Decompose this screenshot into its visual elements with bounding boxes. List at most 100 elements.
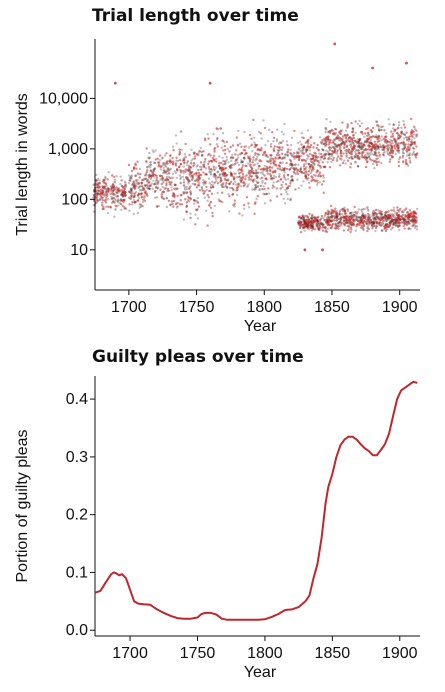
scatter-point <box>408 222 411 225</box>
scatter-point <box>226 179 229 182</box>
scatter-point <box>121 185 124 188</box>
scatter-point <box>221 172 224 175</box>
scatter-point <box>354 152 358 156</box>
scatter-point <box>355 142 358 145</box>
scatter-point <box>139 203 142 206</box>
scatter-point <box>185 201 188 204</box>
scatter-point <box>203 196 206 199</box>
scatter-point <box>348 136 351 139</box>
scatter-point <box>400 131 404 134</box>
scatter-point <box>223 177 226 181</box>
scatter-point <box>375 212 378 216</box>
scatter-point <box>160 174 164 178</box>
scatter-point <box>288 168 291 171</box>
scatter-point <box>146 178 149 181</box>
scatter-point <box>222 159 225 163</box>
scatter-point <box>204 209 208 212</box>
scatter-point <box>209 200 213 204</box>
scatter-point <box>384 138 387 141</box>
scatter-point <box>122 192 125 195</box>
scatter-point <box>390 154 393 157</box>
scatter-point <box>404 158 408 162</box>
scatter-point <box>299 230 303 234</box>
scatter-point <box>225 173 228 177</box>
scatter-point <box>353 156 357 159</box>
scatter-point <box>98 179 101 182</box>
scatter-point <box>265 160 269 163</box>
scatter-point <box>262 168 265 171</box>
scatter-point <box>278 156 282 159</box>
scatter-point <box>209 154 212 157</box>
scatter-point <box>104 201 108 204</box>
scatter-point <box>236 193 239 197</box>
scatter-point <box>210 159 213 163</box>
scatter-point <box>384 211 387 215</box>
scatter-point <box>334 223 338 226</box>
scatter-point <box>280 168 283 172</box>
scatter-point <box>334 224 337 227</box>
scatter-point <box>327 153 330 157</box>
scatter-point <box>107 205 110 208</box>
scatter-point <box>97 186 101 189</box>
scatter-point <box>324 152 327 155</box>
scatter-point <box>213 150 216 153</box>
scatter-point <box>340 129 344 132</box>
scatter-point <box>208 81 212 85</box>
scatter-point <box>371 126 375 130</box>
scatter-point <box>221 174 224 177</box>
scatter-point <box>363 135 366 138</box>
scatter-point <box>379 128 382 132</box>
scatter-point <box>123 191 127 195</box>
scatter-point <box>98 181 102 185</box>
scatter-point <box>409 144 412 147</box>
scatter-point <box>247 206 251 209</box>
scatter-point <box>260 176 264 179</box>
scatter-point <box>287 185 290 188</box>
scatter-point <box>171 145 175 148</box>
scatter-point <box>228 150 231 153</box>
scatter-point <box>355 148 358 152</box>
scatter-point <box>414 221 418 224</box>
scatter-point <box>231 193 234 196</box>
scatter-point <box>386 150 389 153</box>
scatter-point <box>178 148 181 151</box>
scatter-point <box>341 121 344 124</box>
scatter-point <box>345 214 348 217</box>
scatter-point <box>370 142 373 145</box>
scatter-point <box>138 206 141 209</box>
scatter-point <box>133 166 136 169</box>
scatter-point <box>311 225 314 228</box>
scatter-point <box>374 214 378 218</box>
scatter-point <box>156 205 159 208</box>
scatter-point <box>375 134 378 137</box>
scatter-point <box>291 163 294 166</box>
scatter-point <box>214 178 218 181</box>
scatter-point <box>233 205 236 208</box>
scatter-point <box>386 140 389 143</box>
scatter-point <box>269 153 272 157</box>
scatter-point <box>410 138 414 141</box>
scatter-point <box>297 187 300 190</box>
scatter-point <box>267 155 270 159</box>
scatter-point <box>148 187 151 190</box>
scatter-point <box>358 152 361 155</box>
scatter-point <box>343 159 346 162</box>
scatter-point <box>114 208 117 211</box>
scatter-point <box>231 144 235 147</box>
scatter-point <box>260 160 263 163</box>
scatter-point <box>178 150 181 154</box>
scatter-point <box>411 224 414 228</box>
scatter-point <box>225 158 229 161</box>
scatter-point <box>306 145 309 148</box>
scatter-point <box>401 221 404 224</box>
scatter-point <box>254 183 258 187</box>
scatter-point <box>345 154 348 157</box>
scatter-point <box>390 130 393 133</box>
scatter-point <box>202 192 205 195</box>
scatter-point <box>198 178 201 181</box>
scatter-point <box>310 216 313 220</box>
scatter-point <box>286 174 290 177</box>
scatter-point <box>372 214 375 217</box>
scatter-point <box>182 171 185 175</box>
scatter-point <box>256 162 259 165</box>
